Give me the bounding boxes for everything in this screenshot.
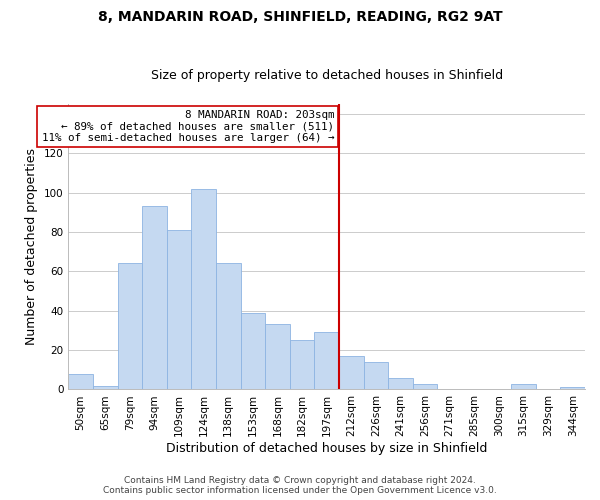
Bar xyxy=(93,386,118,390)
Bar xyxy=(167,230,191,390)
Bar xyxy=(68,374,93,390)
Bar xyxy=(142,206,167,390)
Bar xyxy=(560,388,585,390)
Bar xyxy=(265,324,290,390)
Bar xyxy=(191,188,216,390)
Bar xyxy=(388,378,413,390)
Text: Contains HM Land Registry data © Crown copyright and database right 2024.
Contai: Contains HM Land Registry data © Crown c… xyxy=(103,476,497,495)
Text: 8, MANDARIN ROAD, SHINFIELD, READING, RG2 9AT: 8, MANDARIN ROAD, SHINFIELD, READING, RG… xyxy=(98,10,502,24)
Bar xyxy=(290,340,314,390)
Bar xyxy=(413,384,437,390)
Bar xyxy=(511,384,536,390)
Bar xyxy=(118,264,142,390)
X-axis label: Distribution of detached houses by size in Shinfield: Distribution of detached houses by size … xyxy=(166,442,487,455)
Bar xyxy=(339,356,364,390)
Bar xyxy=(314,332,339,390)
Y-axis label: Number of detached properties: Number of detached properties xyxy=(25,148,38,345)
Text: 8 MANDARIN ROAD: 203sqm
← 89% of detached houses are smaller (511)
11% of semi-d: 8 MANDARIN ROAD: 203sqm ← 89% of detache… xyxy=(41,110,334,143)
Bar xyxy=(241,312,265,390)
Bar xyxy=(364,362,388,390)
Title: Size of property relative to detached houses in Shinfield: Size of property relative to detached ho… xyxy=(151,69,503,82)
Bar xyxy=(216,264,241,390)
